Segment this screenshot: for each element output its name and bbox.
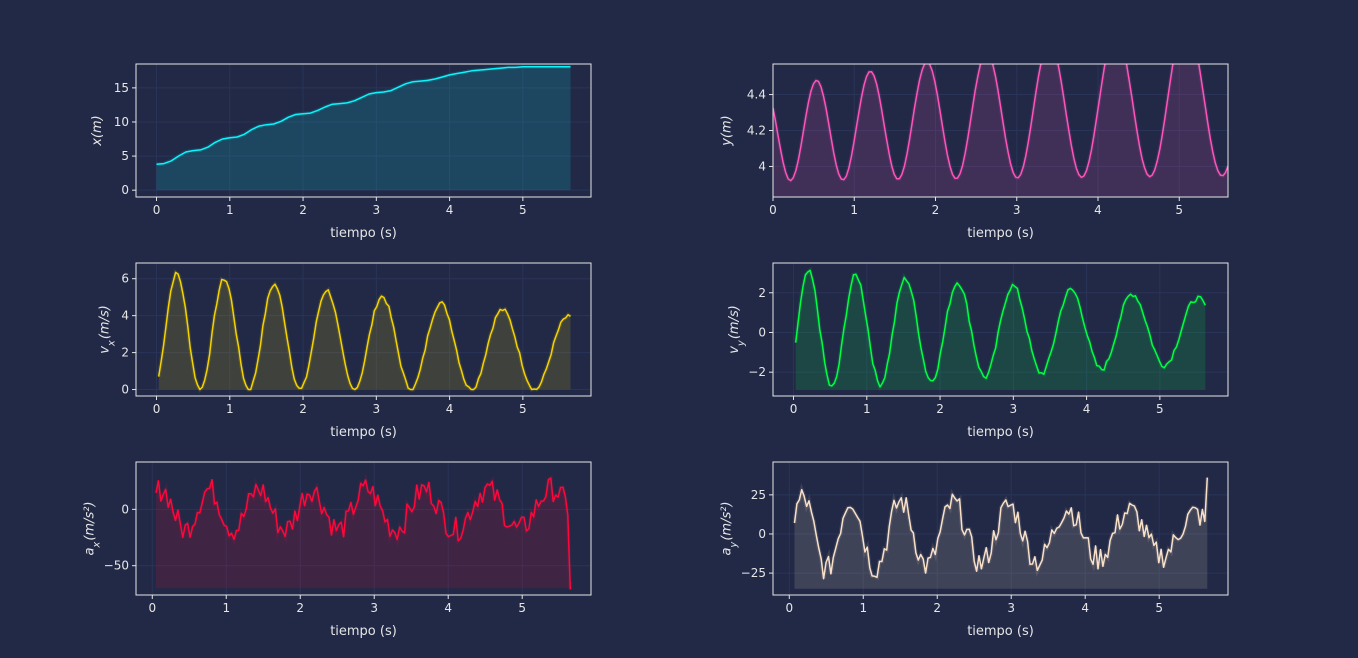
x-tick-label: 2 bbox=[936, 402, 944, 416]
x-tick-label: 2 bbox=[299, 402, 307, 416]
y-tick-label: 6 bbox=[121, 272, 129, 286]
x-tick-label: 0 bbox=[153, 402, 161, 416]
x-tick-label: 4 bbox=[1081, 601, 1089, 615]
y-tick-label: 4.2 bbox=[747, 124, 766, 138]
panel-x-acceleration: 0 1 2 3 4 5 −50 0 tiempo (s) ax(m/s²) bbox=[83, 461, 592, 639]
x-tick-label: 1 bbox=[850, 203, 858, 217]
series-area bbox=[773, 64, 1228, 197]
x-tick-label: 2 bbox=[933, 601, 941, 615]
x-tick-label: 4 bbox=[1083, 402, 1091, 416]
axes-frame bbox=[135, 262, 592, 397]
y-tick-label: 0 bbox=[758, 527, 766, 541]
x-tick-label: 0 bbox=[153, 203, 161, 217]
x-tick-label: 4 bbox=[1094, 203, 1102, 217]
y-tick-label: −50 bbox=[104, 559, 129, 573]
x-tick-label: 0 bbox=[790, 402, 798, 416]
y-tick-label: 4 bbox=[758, 159, 766, 173]
x-tick-label: 0 bbox=[769, 203, 777, 217]
x-tick-label: 4 bbox=[444, 601, 452, 615]
y-tick-label: 25 bbox=[751, 488, 766, 502]
y-axis-label: vx(m/s) bbox=[98, 305, 118, 354]
x-tick-label: 5 bbox=[519, 402, 527, 416]
x-axis-label: tiempo (s) bbox=[330, 226, 397, 241]
x-tick-label: 5 bbox=[1155, 601, 1163, 615]
panel-x-velocity: 0 1 2 3 4 5 0 2 4 6 tiempo (s) vx(m/s) bbox=[98, 262, 592, 440]
x-tick-label: 1 bbox=[863, 402, 871, 416]
axes-frame bbox=[772, 461, 1229, 596]
x-tick-label: 1 bbox=[226, 402, 234, 416]
y-axis-label: vy(m/s) bbox=[727, 305, 747, 354]
x-tick-label: 5 bbox=[1175, 203, 1183, 217]
y-tick-label: 4.4 bbox=[747, 88, 766, 102]
x-tick-label: 3 bbox=[1013, 203, 1021, 217]
x-tick-label: 1 bbox=[222, 601, 230, 615]
panel-y-acceleration: 0 1 2 3 4 5 −25 0 25 tiempo (s) ay(m/s²) bbox=[720, 461, 1229, 639]
x-tick-label: 3 bbox=[370, 601, 378, 615]
y-tick-label: 0 bbox=[121, 502, 129, 516]
series-area bbox=[156, 66, 571, 191]
panel-y-position: 0 1 2 3 4 5 4 4.2 4.4 tiempo (s) y(m) bbox=[720, 63, 1229, 241]
x-tick-label: 0 bbox=[148, 601, 156, 615]
y-axis-label: ay(m/s²) bbox=[720, 501, 740, 555]
y-tick-label: −2 bbox=[748, 365, 766, 379]
x-tick-label: 4 bbox=[446, 203, 454, 217]
y-tick-label: 4 bbox=[121, 309, 129, 323]
x-tick-label: 2 bbox=[932, 203, 940, 217]
y-axis-label: x(m) bbox=[90, 115, 105, 147]
x-tick-label: 2 bbox=[299, 203, 307, 217]
x-tick-label: 3 bbox=[1010, 402, 1018, 416]
y-tick-label: 0 bbox=[121, 183, 129, 197]
series-line bbox=[156, 65, 571, 166]
y-tick-label: 5 bbox=[121, 149, 129, 163]
x-tick-label: 1 bbox=[226, 203, 234, 217]
x-axis-label: tiempo (s) bbox=[967, 425, 1034, 440]
y-tick-label: −25 bbox=[741, 566, 766, 580]
y-axis-label: y(m) bbox=[720, 115, 735, 147]
panel-y-velocity: 0 1 2 3 4 5 −2 0 2 tiempo (s) vy(m/s) bbox=[727, 262, 1229, 440]
x-axis-label: tiempo (s) bbox=[967, 226, 1034, 241]
x-tick-label: 5 bbox=[519, 203, 527, 217]
x-tick-label: 5 bbox=[518, 601, 526, 615]
y-tick-label: 0 bbox=[758, 325, 766, 339]
y-tick-label: 2 bbox=[758, 286, 766, 300]
x-axis-label: tiempo (s) bbox=[330, 624, 397, 639]
x-tick-label: 3 bbox=[373, 203, 381, 217]
series-line bbox=[794, 269, 1206, 388]
x-axis-label: tiempo (s) bbox=[330, 425, 397, 440]
x-tick-label: 2 bbox=[296, 601, 304, 615]
x-tick-label: 3 bbox=[373, 402, 381, 416]
x-axis-label: tiempo (s) bbox=[967, 624, 1034, 639]
y-tick-label: 2 bbox=[121, 346, 129, 360]
series-line bbox=[157, 271, 571, 391]
x-tick-label: 1 bbox=[859, 601, 867, 615]
series-line bbox=[793, 477, 1209, 580]
x-tick-label: 5 bbox=[1156, 402, 1164, 416]
axes-frame bbox=[135, 461, 592, 596]
series-line bbox=[155, 477, 572, 590]
y-axis-label: ax(m/s²) bbox=[83, 501, 103, 555]
y-tick-label: 15 bbox=[114, 81, 129, 95]
series-area bbox=[158, 272, 571, 390]
y-tick-label: 10 bbox=[114, 115, 129, 129]
y-tick-label: 0 bbox=[121, 383, 129, 397]
series-area bbox=[156, 478, 571, 590]
x-tick-label: 0 bbox=[785, 601, 793, 615]
panel-x-position: 0 1 2 3 4 5 0 5 10 15 tiempo (s) x(m) bbox=[90, 63, 592, 241]
x-tick-label: 4 bbox=[446, 402, 454, 416]
axes-frame bbox=[135, 63, 592, 198]
series-line bbox=[773, 64, 1228, 182]
axes-frame bbox=[772, 262, 1229, 397]
x-tick-label: 3 bbox=[1007, 601, 1015, 615]
